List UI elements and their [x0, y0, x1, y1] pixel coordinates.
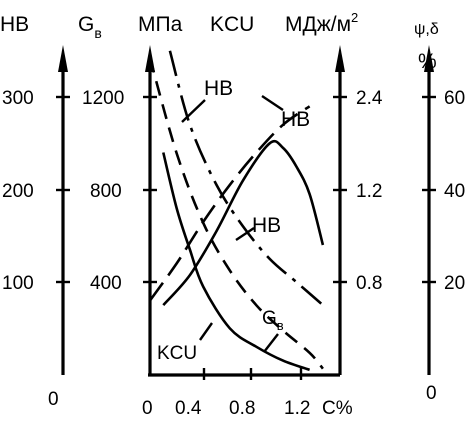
ksu-curve-label: KCU: [157, 343, 197, 364]
hb-label-1-leader: [181, 99, 206, 123]
axis-ksu-unit: МДж/м2: [285, 10, 358, 36]
axis-hb: [58, 45, 68, 375]
psi-tick-label-0: 0: [426, 383, 437, 404]
ksu-tick-label-1.2: 1.2: [356, 181, 382, 202]
axis-ksu-ticks: 2.4 1.2 0.8: [333, 88, 383, 294]
axis-psi-ticks: 60 40 20 0: [422, 88, 465, 404]
hb-label-2: HB: [281, 108, 310, 131]
axis-ksu-title: KCU: [210, 13, 254, 36]
axis-ksu-unit-base: МДж/м: [285, 13, 351, 36]
axis-hb-ticks: 300 200 100 0: [2, 88, 70, 410]
sigma-curve-label: Gв: [262, 308, 284, 333]
ksu-label-leader: [199, 322, 213, 341]
psi-tick-label-20: 20: [444, 273, 465, 294]
psi-tick-label-40: 40: [444, 181, 465, 202]
hb-tick-label-0: 0: [48, 389, 59, 410]
x-tick-label-1.2: 1.2: [284, 398, 310, 419]
axis-hb-title: HB: [0, 13, 29, 36]
series-line-4-ksu: [148, 57, 324, 370]
series-line-3-psi: [162, 152, 311, 372]
series-line-2-sigma: [162, 139, 325, 306]
axis-sigma-ticks: 1200 800 400: [82, 88, 157, 294]
axis-sigma-title: Gв: [78, 13, 102, 41]
axis-ksu: [335, 45, 345, 375]
curve-labels: HB HB HB Gв KCU: [157, 77, 310, 364]
axis-psi-title: ψ,δ: [414, 21, 439, 38]
hb-label-3-leader: [235, 227, 255, 241]
hb-label-1: HB: [204, 77, 233, 100]
sigma-tick-label-400: 400: [90, 273, 122, 294]
axis-sigma-subscript: в: [94, 25, 101, 41]
hb-tick-label-300: 300: [2, 88, 34, 109]
sigma-tick-label-1200: 1200: [82, 88, 124, 109]
axis-sigma: [145, 45, 155, 375]
x-tick-label-0: 0: [142, 398, 153, 419]
hb-label-3: HB: [252, 214, 281, 237]
x-tick-label-0.4: 0.4: [175, 398, 202, 419]
chart-curves: [148, 50, 325, 372]
series-line-1-hb: [168, 50, 324, 307]
axis-sigma-symbol: G: [78, 13, 94, 36]
axis-sigma-unit: МПа: [138, 13, 183, 36]
series-line-0-hb: [148, 105, 311, 302]
axis-ksu-unit-sup: 2: [351, 10, 358, 25]
ksu-tick-label-2.4: 2.4: [356, 88, 383, 109]
axis-psi: [424, 45, 434, 375]
x-axis-label: C%: [322, 398, 353, 419]
sigma-tick-label-800: 800: [90, 181, 122, 202]
sigma-label-leader: [263, 333, 279, 353]
hb-tick-label-200: 200: [2, 181, 34, 202]
hb-label-2-leader: [261, 95, 284, 111]
hb-tick-label-100: 100: [2, 273, 34, 294]
sigma-curve-label-sub: в: [277, 318, 284, 333]
ksu-tick-label-0.8: 0.8: [356, 273, 382, 294]
x-axis-ticks: 0 0.4 0.8 1.2 C%: [142, 368, 353, 419]
sigma-curve-label-base: G: [262, 308, 277, 329]
psi-tick-label-60: 60: [444, 88, 465, 109]
x-tick-label-0.8: 0.8: [229, 398, 255, 419]
